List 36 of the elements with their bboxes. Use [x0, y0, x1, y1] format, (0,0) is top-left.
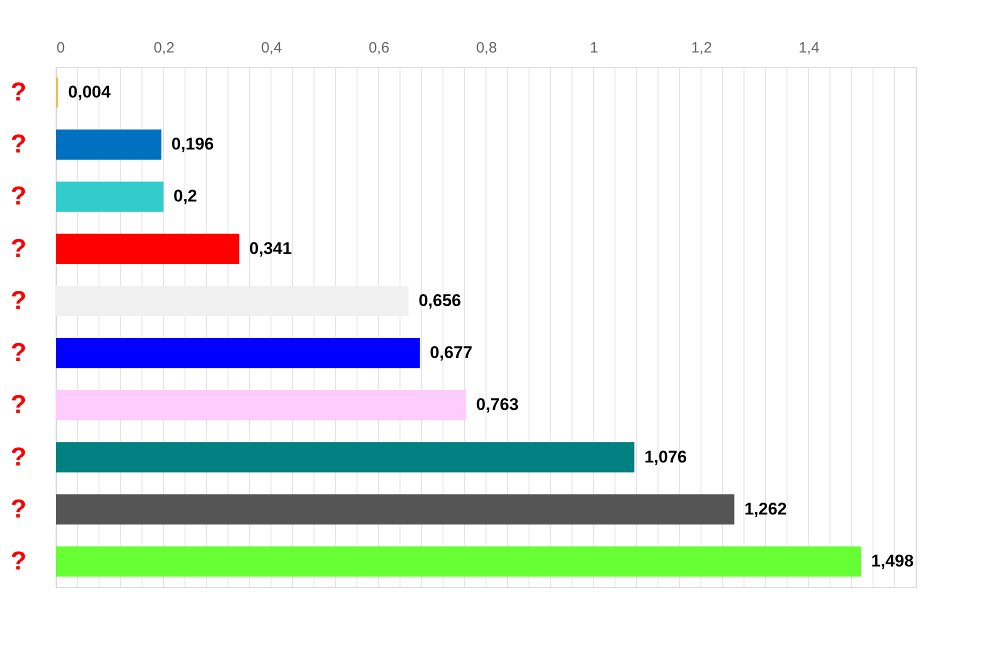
data-label: 0,677 [430, 343, 472, 362]
y-tick-label: ? [10, 128, 26, 159]
data-label: 0,656 [418, 290, 462, 310]
x-tick-label: 0,4 [261, 40, 282, 56]
data-label: 0,763 [476, 395, 519, 414]
y-tick-label: ? [10, 232, 26, 263]
bar [56, 442, 634, 472]
x-tick-label: 1,4 [798, 40, 820, 56]
x-tick-label: 0,8 [476, 40, 497, 56]
bar [56, 338, 420, 368]
bar [56, 494, 734, 524]
y-tick-label: ? [10, 180, 26, 211]
data-label: 0,2 [174, 186, 198, 206]
x-tick-label: 1,2 [691, 40, 712, 56]
bar [56, 390, 466, 420]
y-tick-label: ? [10, 545, 26, 576]
data-label: 1,498 [871, 551, 914, 570]
y-tick-label: ? [10, 389, 26, 420]
y-tick-label: ? [10, 493, 26, 524]
x-tick-label: 1 [590, 40, 598, 56]
data-label: 1,262 [744, 499, 787, 518]
bar [56, 182, 164, 212]
x-tick-label: 0,2 [154, 40, 174, 56]
y-tick-label: ? [10, 284, 26, 315]
bar [56, 234, 240, 264]
bar [56, 130, 162, 160]
bar [56, 546, 862, 577]
data-label: 0,004 [68, 82, 112, 102]
y-tick-label: ? [10, 441, 26, 472]
y-tick-label: ? [10, 76, 26, 107]
x-tick-label: 0 [56, 40, 65, 56]
y-tick-label: ? [10, 337, 26, 368]
data-label: 0,196 [171, 134, 214, 154]
data-label: 0,341 [249, 238, 292, 258]
x-tick-label: 0,6 [368, 40, 390, 56]
data-label: 1,076 [644, 447, 687, 466]
